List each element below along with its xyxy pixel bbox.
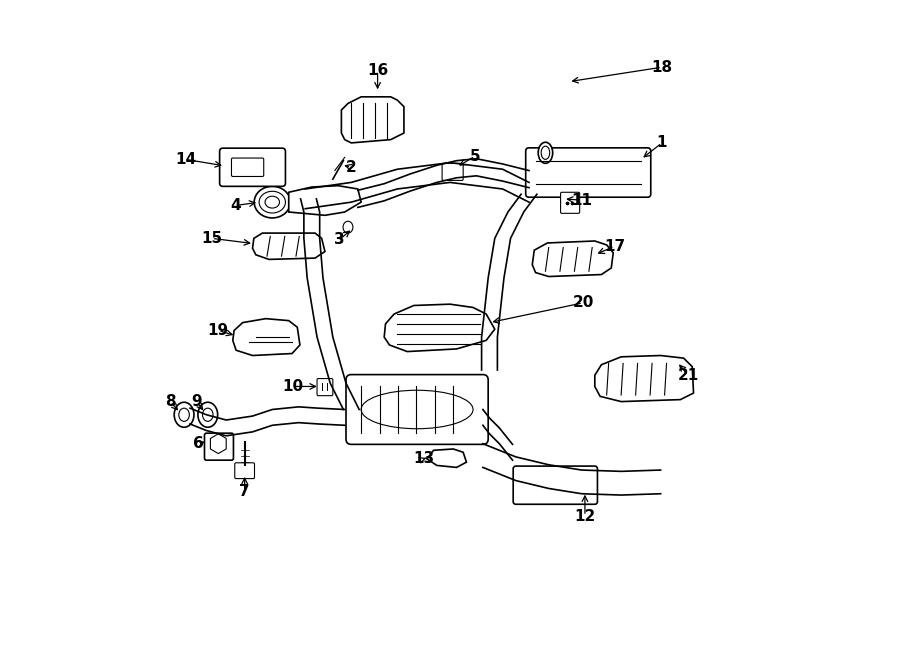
Polygon shape [289, 186, 361, 215]
FancyBboxPatch shape [204, 433, 233, 460]
Polygon shape [532, 241, 613, 276]
Text: 20: 20 [572, 295, 594, 311]
Text: 4: 4 [230, 198, 241, 213]
FancyBboxPatch shape [231, 158, 264, 176]
Text: 17: 17 [604, 239, 626, 254]
FancyBboxPatch shape [235, 463, 255, 479]
Polygon shape [341, 97, 404, 143]
FancyBboxPatch shape [513, 466, 598, 504]
Polygon shape [595, 356, 694, 402]
Polygon shape [211, 434, 226, 453]
Text: 18: 18 [652, 59, 672, 75]
Ellipse shape [538, 142, 553, 163]
FancyBboxPatch shape [561, 192, 580, 214]
Text: 21: 21 [678, 368, 699, 383]
Ellipse shape [265, 196, 280, 208]
FancyBboxPatch shape [220, 148, 285, 186]
Polygon shape [233, 319, 300, 356]
Ellipse shape [361, 390, 473, 429]
Text: 19: 19 [208, 323, 229, 338]
Text: 10: 10 [283, 379, 304, 394]
Polygon shape [253, 233, 325, 259]
Text: 12: 12 [574, 508, 596, 524]
Text: 2: 2 [346, 160, 356, 175]
Text: 7: 7 [239, 485, 250, 499]
Text: 8: 8 [165, 394, 176, 409]
Text: 13: 13 [413, 451, 434, 467]
Text: 1: 1 [657, 136, 667, 151]
Ellipse shape [198, 403, 218, 427]
FancyBboxPatch shape [526, 148, 651, 197]
Ellipse shape [179, 408, 189, 421]
Ellipse shape [175, 403, 194, 427]
Ellipse shape [259, 191, 285, 213]
Polygon shape [384, 304, 495, 352]
Text: 15: 15 [202, 231, 222, 246]
Text: 5: 5 [470, 149, 481, 163]
Ellipse shape [343, 221, 353, 233]
Text: 16: 16 [367, 63, 388, 78]
Ellipse shape [541, 146, 550, 159]
FancyBboxPatch shape [317, 379, 333, 396]
FancyBboxPatch shape [442, 163, 464, 180]
Text: 3: 3 [334, 232, 345, 247]
FancyBboxPatch shape [346, 375, 488, 444]
Text: 14: 14 [175, 152, 196, 167]
Text: 11: 11 [572, 192, 592, 208]
Ellipse shape [254, 186, 291, 218]
Text: 6: 6 [194, 436, 204, 451]
Text: 9: 9 [192, 394, 202, 409]
Ellipse shape [202, 408, 213, 421]
Polygon shape [427, 449, 466, 467]
